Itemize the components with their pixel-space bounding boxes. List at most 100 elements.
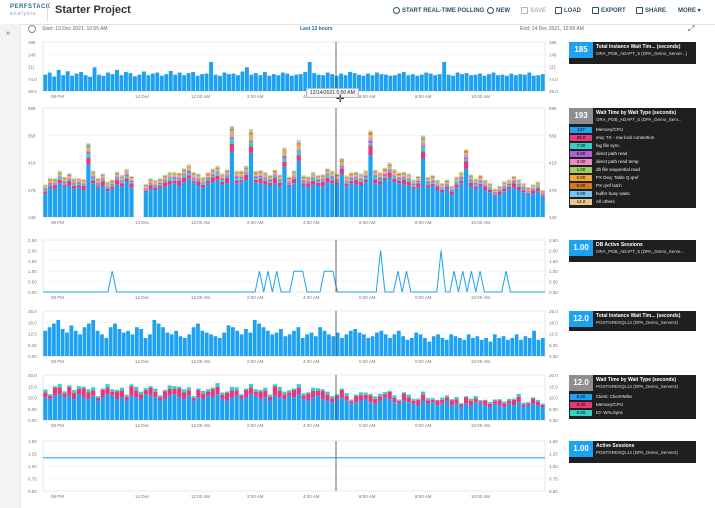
stacked-bar-segment (62, 184, 67, 187)
stacked-bar-segment (526, 403, 531, 406)
stacked-bar-segment (540, 193, 545, 195)
clock-icon[interactable] (28, 25, 36, 33)
legend-item[interactable]: 28.0 enq: TX - row lock contention (570, 135, 694, 142)
stacked-bar-segment (220, 173, 225, 175)
share-button[interactable]: SHARE (636, 7, 666, 14)
stacked-bar-segment (377, 175, 383, 177)
stacked-bar-segment (401, 175, 407, 178)
stacked-bar-segment (181, 172, 187, 175)
stacked-bar-segment (287, 392, 292, 396)
y-tick-label: 148 (28, 52, 36, 57)
timeline-range[interactable]: Last 12 hours (300, 26, 333, 32)
x-tick-label: 12:00 AM (191, 359, 210, 364)
stacked-bar-segment (449, 405, 454, 420)
export-button-label: EXPORT (601, 8, 626, 14)
legend-panel[interactable]: 1.00 Active Sessions POSTGRESQL12 (DPA_Dem… (569, 441, 696, 463)
timeline-start[interactable]: Start: 13 Dec 2021, 10:55 AM (42, 26, 108, 32)
stacked-bar-segment (497, 405, 502, 420)
bar (262, 72, 267, 91)
legend-item[interactable]: 3.00 direct path read temp (570, 159, 694, 166)
fullscreen-icon[interactable]: ⤢ (688, 24, 695, 33)
stacked-bar-segment (268, 394, 273, 397)
bar (60, 329, 65, 356)
stacked-bar-segment (344, 393, 349, 396)
stacked-bar-segment (119, 391, 124, 398)
stacked-bar-segment (507, 182, 512, 183)
stacked-bar-segment (397, 173, 402, 174)
new-button[interactable]: NEW (487, 7, 510, 14)
legend-panel[interactable]: 12.0 Total Instance Wait Tim... (seconds)… (569, 311, 696, 331)
stacked-bar-segment (344, 177, 349, 180)
stacked-bar-segment (377, 396, 383, 401)
legend-panel[interactable]: 12.0 Wait Time by Wait Type (seconds) POST… (569, 375, 696, 419)
save-button[interactable]: SAVE (521, 7, 546, 14)
current-value-badge: 1.00 (569, 441, 593, 457)
legend-item[interactable]: 7.00 log file sync (570, 143, 694, 150)
legend-panel[interactable]: 185 Total Instance Wait Tim... (seconds) O… (569, 42, 696, 64)
legend-item[interactable]: 1.00 db file sequential read (570, 167, 694, 174)
legend-panel[interactable]: 1.00 DB Active Sessions ORA_PDB_ADAPT_5 (D… (569, 240, 696, 262)
stacked-bar-segment (535, 183, 540, 184)
x-tick-label: 08 PM (51, 295, 64, 300)
stacked-bar-segment (57, 183, 62, 217)
stacked-bar-segment (134, 397, 139, 420)
stacked-bar-segment (330, 180, 335, 184)
stacked-bar-segment (411, 188, 416, 217)
more-button[interactable]: MORE ▾ (678, 7, 701, 14)
stacked-bar-segment (95, 180, 101, 182)
legend-item[interactable]: 147 Memory/CPU (570, 127, 694, 134)
bar (106, 72, 110, 91)
stacked-bar-segment (507, 181, 512, 183)
legend-item[interactable]: 0.00 Memory/CPU (570, 402, 694, 409)
stacked-bar-segment (158, 182, 163, 185)
legend-item[interactable]: 6.00 direct path read (570, 151, 694, 158)
stacked-bar-segment (325, 182, 330, 217)
stacked-bar-segment (186, 390, 191, 396)
bar (396, 330, 401, 356)
stacked-bar-segment (143, 394, 148, 420)
y-tick-label: 1.50 (28, 259, 37, 264)
legend-item[interactable]: 0.00 Client: ClientWrite (570, 394, 694, 401)
stacked-bar-segment (334, 181, 340, 183)
bar (424, 72, 429, 91)
stacked-bar-segment (483, 400, 488, 406)
legend-panel[interactable]: 193 Wait Time by Wait Type (seconds) ORA_P… (569, 108, 696, 208)
timeline-end[interactable]: End: 14 Dec 2021, 10:55 AM (520, 26, 584, 32)
export-button[interactable]: EXPORT (592, 7, 626, 14)
stacked-bar-segment (344, 400, 349, 420)
stacked-bar-segment (416, 180, 421, 183)
stacked-bar-segment (143, 184, 148, 185)
stacked-bar-segment (468, 186, 473, 217)
stacked-bar-segment (435, 182, 440, 184)
stacked-bar-segment (76, 179, 81, 181)
stacked-bar-segment (473, 181, 478, 183)
stacked-bar-segment (344, 181, 349, 184)
stacked-bar-segment (301, 181, 306, 184)
load-button[interactable]: LOAD (555, 7, 581, 14)
legend-item[interactable]: 14.0 All others (570, 199, 694, 206)
stacked-bar-segment (315, 388, 320, 391)
legend-item[interactable]: 0.00 buffer busy waits (570, 191, 694, 198)
expand-sidebar-icon[interactable]: » (6, 30, 10, 37)
stacked-bar-segment (339, 389, 344, 398)
stacked-bar-segment (435, 190, 440, 217)
stacked-bar-segment (138, 398, 144, 420)
start-real-time-polling-button[interactable]: START REAL-TIME POLLING (393, 7, 484, 14)
stacked-bar-segment (425, 183, 430, 186)
stacked-bar-segment (143, 388, 148, 391)
legend-item[interactable]: 0.00 PX Deq: Table Q qref (570, 175, 694, 182)
y-tick-label: 558 (28, 133, 36, 138)
stacked-bar-segment (282, 391, 287, 395)
stacked-bar-segment (449, 189, 454, 191)
stacked-bar-segment (234, 174, 239, 176)
legend-item[interactable]: 0.00 PX qref latch (570, 183, 694, 190)
stacked-bar-segment (487, 183, 493, 184)
stacked-bar-segment (239, 394, 244, 397)
stacked-bar-segment (339, 165, 344, 168)
stacked-bar-segment (100, 173, 105, 175)
legend-item[interactable]: 0.00 IO: WALSync (570, 410, 694, 417)
stacked-bar-segment (52, 179, 58, 181)
bar (388, 338, 392, 356)
stacked-bar-segment (459, 174, 464, 176)
stacked-bar-segment (416, 176, 421, 177)
